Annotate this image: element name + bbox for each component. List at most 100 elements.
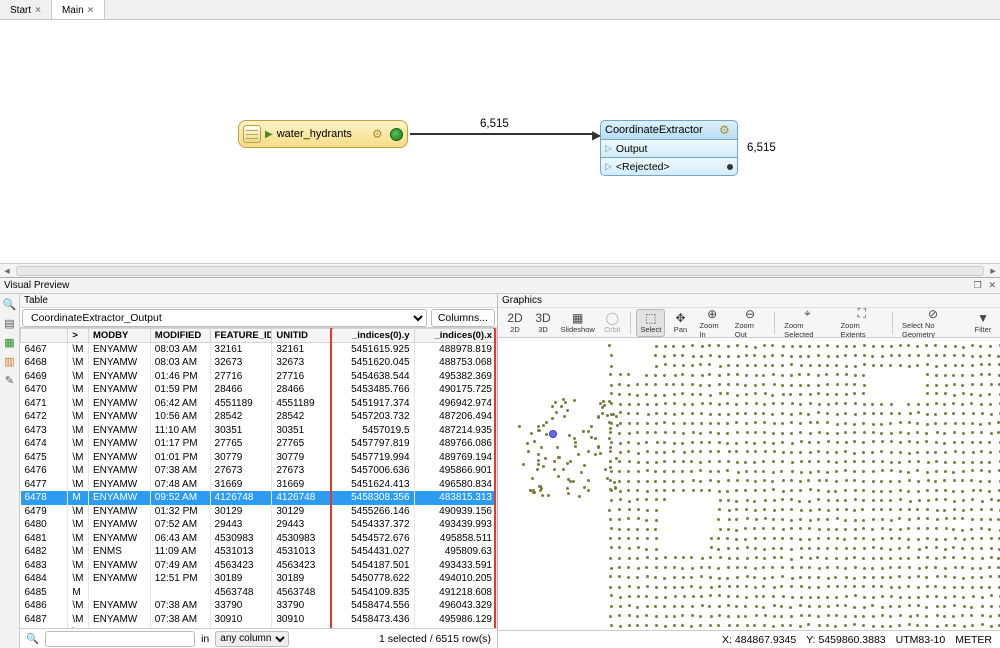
undock-icon[interactable]: ❐: [974, 280, 982, 290]
gear-icon[interactable]: ⚙: [372, 127, 386, 141]
column-header[interactable]: FEATURE_ID: [210, 329, 272, 343]
table-row[interactable]: 6473\MENYAMW11:10 AM30351303515457019.54…: [21, 424, 497, 438]
visual-preview-header: Visual Preview ❐ ✕: [0, 278, 1000, 294]
table-row[interactable]: 6484\MENYAMW12:51 PM30189301895450778.62…: [21, 572, 497, 586]
edge-feature-count: 6,515: [480, 118, 509, 130]
tool-3d[interactable]: 3D3D: [530, 309, 556, 337]
close-icon[interactable]: ×: [35, 5, 41, 16]
table-row[interactable]: 6468\MENYAMW08:03 AM32673326735451620.04…: [21, 356, 497, 370]
tab-main[interactable]: Main ×: [52, 0, 105, 19]
table-view-icon[interactable]: ▤: [4, 317, 14, 330]
table-row[interactable]: 6478MENYAMW09:52 AM412674841267485458308…: [21, 491, 497, 505]
scroll-track[interactable]: [16, 266, 984, 276]
column-header[interactable]: UNITID: [272, 329, 332, 343]
in-label: in: [201, 633, 209, 645]
cursor-y: 5459860.3883: [818, 634, 885, 646]
scroll-left-icon[interactable]: ◂: [0, 264, 14, 278]
left-icon-sidebar: 🔍 ▤ ▦ ▥ ✎: [0, 294, 20, 648]
table-row[interactable]: 6486\MENYAMW07:38 AM33790337905458474.55…: [21, 599, 497, 613]
column-header[interactable]: _indices(0).x: [414, 329, 496, 343]
column-header[interactable]: MODIFIED: [150, 329, 210, 343]
column-filter-select[interactable]: any column: [215, 631, 289, 647]
feature-type-select[interactable]: CoordinateExtractor_Output: [22, 309, 427, 327]
table-toolbar: CoordinateExtractor_Output Columns...: [20, 308, 497, 328]
log-icon[interactable]: ▥: [4, 355, 14, 368]
table-row[interactable]: 6480\MENYAMW07:52 AM29443294435454337.37…: [21, 518, 497, 532]
output-label: Output: [616, 143, 648, 155]
tab-bar: Start × Main ×: [0, 0, 1000, 20]
column-header[interactable]: [21, 329, 68, 343]
table-icon: [243, 125, 261, 143]
options-icon[interactable]: ✎: [5, 374, 14, 387]
table-row[interactable]: 6467\MENYAMW08:03 AM32161321615451615.92…: [21, 343, 497, 357]
transformer-output-row[interactable]: ▷ Output: [600, 140, 738, 158]
tool-zoom-extents[interactable]: ⛶Zoom Extents: [837, 309, 888, 337]
table-row[interactable]: 6485M456374845637485454109.835491218.608: [21, 586, 497, 600]
table-pane-title: Table: [20, 294, 497, 308]
output-port-dot[interactable]: [727, 164, 733, 170]
table-row[interactable]: 6474\MENYAMW01:17 PM27765277655457797.81…: [21, 437, 497, 451]
column-header[interactable]: _indices(0).y: [332, 329, 414, 343]
search-input[interactable]: [45, 631, 195, 647]
search-icon[interactable]: 🔍: [26, 632, 39, 645]
column-header[interactable]: MODBY: [88, 329, 150, 343]
crs-label: UTM83-10: [896, 634, 946, 646]
inspect-icon[interactable]: 🔍: [3, 298, 17, 311]
transformer-node[interactable]: CoordinateExtractor ⚙: [600, 120, 738, 140]
columns-button[interactable]: Columns...: [431, 309, 495, 327]
table-row[interactable]: 6469\MENYAMW01:46 PM27716277165454638.54…: [21, 370, 497, 384]
tool-select-no-geometry[interactable]: ⊘Select No Geometry: [898, 309, 968, 337]
tab-start[interactable]: Start ×: [0, 0, 52, 19]
table-row[interactable]: 6471\MENYAMW06:42 AM45511894551189545191…: [21, 397, 497, 411]
selection-status: 1 selected / 6515 row(s): [379, 633, 491, 645]
graphics-canvas[interactable]: [498, 338, 1000, 630]
expand-icon[interactable]: ▶: [265, 129, 273, 140]
tool-slideshow[interactable]: ▦Slideshow: [558, 309, 597, 337]
tool-zoom-out[interactable]: ⊖Zoom Out: [731, 309, 770, 337]
tool-2d[interactable]: 2D2D: [502, 309, 528, 337]
scroll-right-icon[interactable]: ▸: [986, 264, 1000, 278]
table-row[interactable]: 6481\MENYAMW06:43 AM45309834530983545457…: [21, 532, 497, 546]
rejected-label: <Rejected>: [616, 161, 670, 173]
column-header[interactable]: >: [68, 329, 89, 343]
table-row[interactable]: 6483\MENYAMW07:49 AM45634234563423545418…: [21, 559, 497, 573]
close-icon[interactable]: ×: [88, 5, 94, 16]
table-row[interactable]: 6476\MENYAMW07:38 AM27673276735457006.63…: [21, 464, 497, 478]
cursor-x: 484867.9345: [735, 634, 796, 646]
tool-zoom-in[interactable]: ⊕Zoom In: [695, 309, 728, 337]
gear-icon[interactable]: ⚙: [719, 123, 733, 137]
tab-label: Main: [62, 5, 84, 16]
connection-edge: [410, 133, 596, 135]
transformer-rejected-row[interactable]: ▷ <Rejected>: [600, 158, 738, 176]
table-row[interactable]: 6470\MENYAMW01:59 PM28466284665453485.76…: [21, 383, 497, 397]
table-row[interactable]: 6487\MENYAMW07:38 AM30910309105458473.43…: [21, 613, 497, 627]
table-row[interactable]: 6472\MENYAMW10:56 AM28542285425457203.73…: [21, 410, 497, 424]
grid-icon[interactable]: ▦: [4, 336, 14, 349]
tool-select[interactable]: ⬚Select: [636, 309, 665, 337]
close-icon[interactable]: ✕: [988, 280, 996, 290]
tab-label: Start: [10, 5, 31, 16]
table-row[interactable]: 6482\MENMS11:09 AM453101345310135454431.…: [21, 545, 497, 559]
unit-label: METER: [955, 634, 992, 646]
selected-feature-marker[interactable]: [549, 430, 557, 438]
workflow-canvas[interactable]: ▶ water_hydrants ⚙ ▶ 6,515 CoordinateExt…: [0, 20, 1000, 277]
data-grid-wrap: >MODBYMODIFIEDFEATURE_IDUNITID_indices(0…: [20, 328, 497, 628]
output-count: 6,515: [747, 142, 776, 154]
table-row[interactable]: 6475\MENYAMW01:01 PM30779307795457719.99…: [21, 451, 497, 465]
horizontal-scrollbar[interactable]: ◂ ▸: [0, 263, 1000, 277]
tool-pan[interactable]: ✥Pan: [667, 309, 693, 337]
tool-orbit[interactable]: ◯Orbit: [599, 309, 625, 337]
table-footer: 🔍 in any column 1 selected / 6515 row(s): [20, 628, 497, 648]
data-grid[interactable]: >MODBYMODIFIEDFEATURE_IDUNITID_indices(0…: [20, 328, 497, 628]
graphics-status-bar: X: 484867.9345 Y: 5459860.3883 UTM83-10 …: [498, 630, 1000, 648]
table-row[interactable]: 6488\MENYAMW02:27 PM32112321125456062.27…: [21, 626, 497, 628]
tool-zoom-selected[interactable]: ⌖Zoom Selected: [780, 309, 834, 337]
output-port[interactable]: [390, 128, 403, 141]
table-row[interactable]: 6479\MENYAMW01:32 PM30129301295455266.14…: [21, 505, 497, 519]
workflow-canvas-wrap: ▶ water_hydrants ⚙ ▶ 6,515 CoordinateExt…: [0, 20, 1000, 278]
table-row[interactable]: 6477\MENYAMW07:48 AM31669316695451624.41…: [21, 478, 497, 492]
expand-icon[interactable]: ▷: [605, 143, 612, 154]
tool-filter[interactable]: ▼Filter: [970, 309, 996, 337]
reader-node[interactable]: ▶ water_hydrants ⚙: [238, 120, 408, 148]
expand-icon[interactable]: ▷: [605, 161, 612, 172]
